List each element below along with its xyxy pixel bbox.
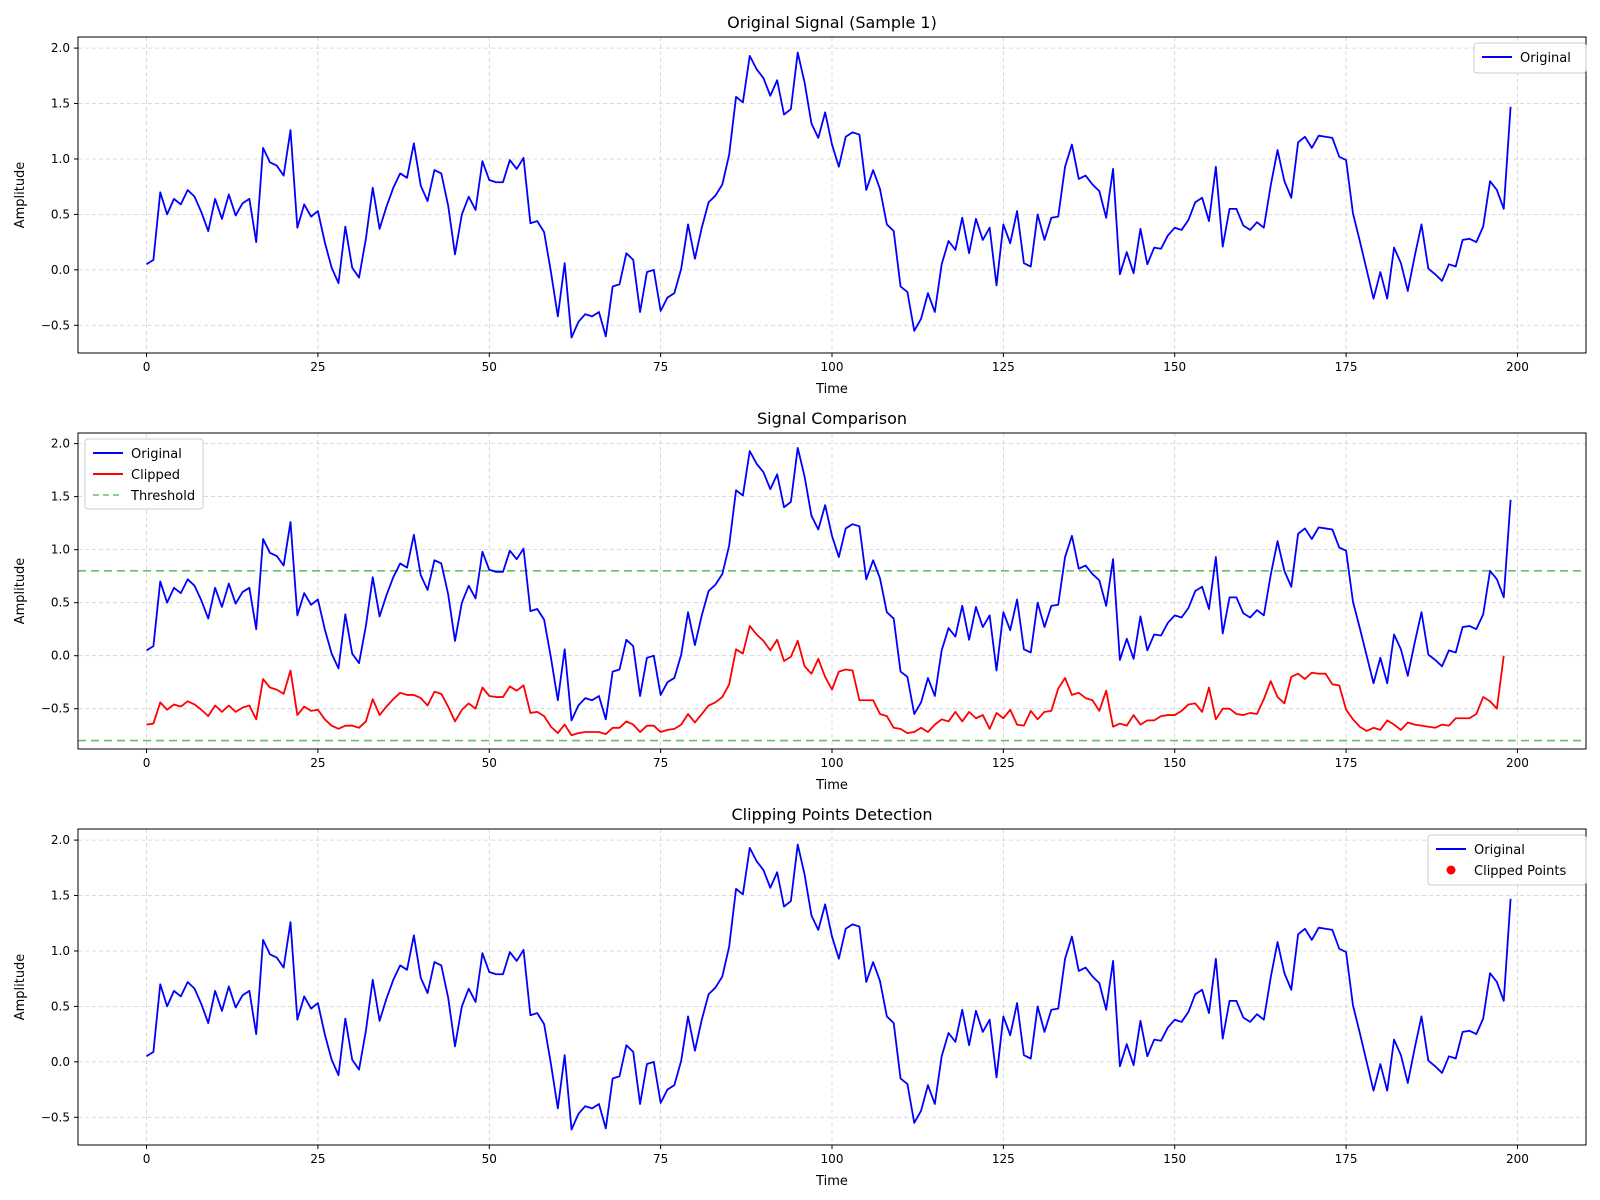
chart-signal-comparison: Signal Comparison Time Amplitude 0 25 50 75… — [13, 409, 1587, 793]
chart-title: Original Signal (Sample 1) — [727, 13, 937, 32]
x-tick-label: 0 — [143, 360, 151, 374]
y-axis-label: Amplitude — [13, 954, 28, 1021]
y-tick-label: −0.5 — [41, 318, 70, 332]
y-tick-label: 1.5 — [51, 889, 70, 903]
x-tick-label: 100 — [821, 1152, 844, 1166]
y-tick-label: 0.0 — [51, 1055, 70, 1069]
legend-label-original: Original — [131, 447, 182, 462]
legend-label-original: Original — [1474, 843, 1525, 858]
y-tick-label: 2.0 — [51, 437, 70, 451]
y-tick-label: 0.0 — [51, 649, 70, 663]
x-tick-label: 175 — [1335, 360, 1358, 374]
plot-area: 0 25 50 75 100 125 150 175 200 −0.5 0.0 0.5 1.0 1.5 2.… — [41, 828, 1587, 1166]
x-tick-label: 75 — [653, 756, 668, 770]
y-tick-label: 0.5 — [51, 596, 70, 610]
x-tick-label: 125 — [992, 1152, 1015, 1166]
y-tick-label: 0.0 — [51, 263, 70, 277]
plot-area: 0 25 50 75 100 125 150 175 200 −0.5 0.0 0.5 1.0 1.5 2.… — [41, 36, 1587, 374]
series-line-original — [146, 843, 1512, 1131]
x-tick-label: 150 — [1163, 1152, 1186, 1166]
series-line-clipped — [146, 625, 1505, 737]
legend-label-threshold: Threshold — [130, 489, 195, 504]
y-tick-label: 1.0 — [51, 543, 70, 557]
legend-label-clipped: Clipped — [131, 468, 180, 483]
y-tick-label: 1.5 — [51, 490, 70, 504]
x-tick-label: 25 — [310, 360, 325, 374]
y-tick-label: −0.5 — [41, 702, 70, 716]
y-tick-label: 2.0 — [51, 833, 70, 847]
y-tick-label: 1.0 — [51, 944, 70, 958]
y-axis-label: Amplitude — [13, 162, 28, 229]
legend: Original Clipped Points — [1427, 834, 1587, 886]
y-tick-label: 1.0 — [51, 152, 70, 166]
x-tick-label: 75 — [653, 360, 668, 374]
legend-frame — [84, 438, 204, 510]
x-tick-label: 25 — [310, 1152, 325, 1166]
plot-area: 0 25 50 75 100 125 150 175 200 −0.5 0.0 0.5 1.0 1.5 2.… — [41, 432, 1587, 770]
x-tick-label: 175 — [1335, 756, 1358, 770]
legend-label-original: Original — [1520, 51, 1571, 66]
y-axis-label: Amplitude — [13, 558, 28, 625]
y-tick-label: 1.5 — [51, 97, 70, 111]
x-tick-label: 25 — [310, 756, 325, 770]
y-tick-label: −0.5 — [41, 1110, 70, 1124]
y-tick-label: 0.5 — [51, 999, 70, 1013]
chart-original-signal: Original Signal (Sample 1) Time Amplitud… — [13, 13, 1587, 397]
x-tick-label: 200 — [1506, 756, 1529, 770]
series-line-original — [146, 446, 1512, 722]
x-tick-label: 125 — [992, 360, 1015, 374]
legend-frame — [1427, 834, 1587, 886]
series-line-original — [146, 51, 1512, 339]
x-tick-label: 75 — [653, 1152, 668, 1166]
x-tick-label: 200 — [1506, 1152, 1529, 1166]
y-tick-label: 2.0 — [51, 41, 70, 55]
x-tick-label: 200 — [1506, 360, 1529, 374]
x-tick-label: 100 — [821, 360, 844, 374]
x-axis-label: Time — [815, 382, 848, 397]
legend-frame — [1473, 42, 1587, 74]
x-tick-label: 0 — [143, 756, 151, 770]
chart-clipping-points-detection: Clipping Points Detection Time Amplitude… — [13, 805, 1587, 1189]
chart-title: Signal Comparison — [757, 409, 907, 428]
x-tick-label: 175 — [1335, 1152, 1358, 1166]
x-tick-label: 150 — [1163, 756, 1186, 770]
legend: Original — [1473, 42, 1587, 74]
x-tick-label: 50 — [482, 756, 497, 770]
x-axis-label: Time — [815, 778, 848, 793]
x-tick-label: 100 — [821, 756, 844, 770]
x-tick-label: 125 — [992, 756, 1015, 770]
chart-title: Clipping Points Detection — [731, 805, 932, 824]
legend: Original Clipped Threshold — [84, 438, 204, 510]
x-axis-label: Time — [815, 1174, 848, 1189]
x-tick-label: 50 — [482, 360, 497, 374]
legend-label-clipped-points: Clipped Points — [1474, 864, 1566, 879]
y-tick-label: 0.5 — [51, 207, 70, 221]
x-tick-label: 50 — [482, 1152, 497, 1166]
legend-swatch-clipped-points — [1446, 865, 1456, 875]
x-tick-label: 150 — [1163, 360, 1186, 374]
x-tick-label: 0 — [143, 1152, 151, 1166]
